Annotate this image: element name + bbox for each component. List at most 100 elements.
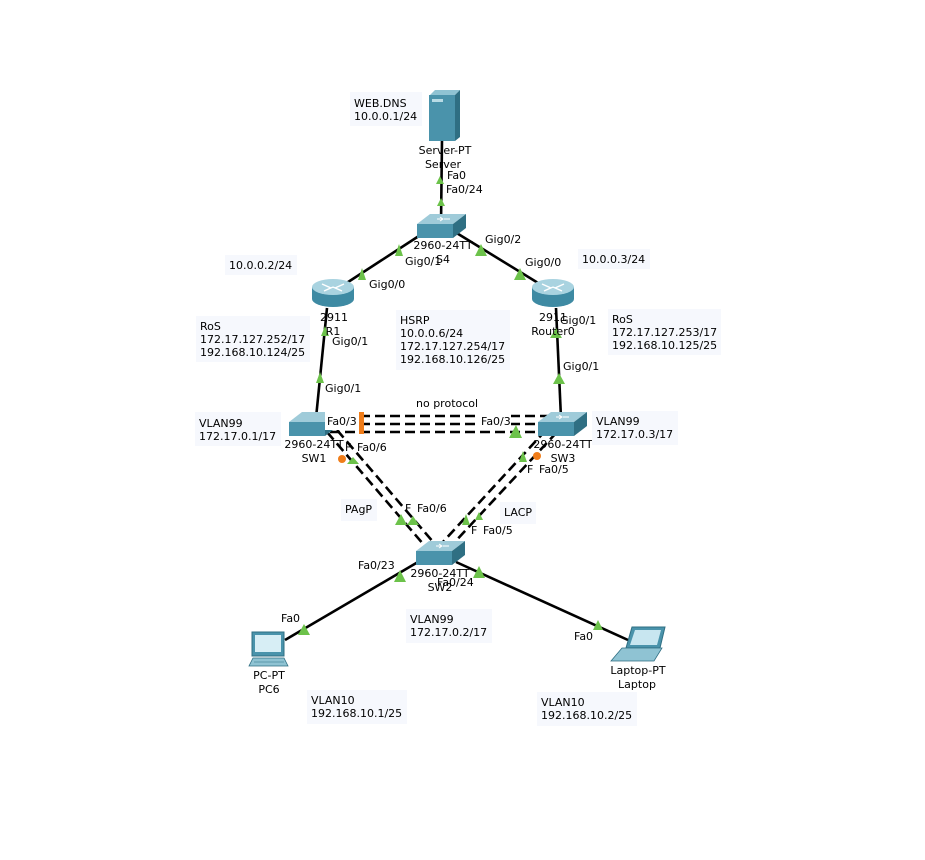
status-up-icon — [437, 198, 445, 206]
server-icon[interactable] — [429, 90, 460, 141]
link-sw3-sw2-a — [441, 429, 547, 544]
note-r0-ros: RoS 172.17.127.253/17 192.168.10.125/25 — [608, 309, 721, 355]
sw1-name-label: SW1 — [302, 452, 327, 465]
r0-model-label: 2911 — [539, 311, 567, 324]
status-up-icon — [514, 268, 526, 280]
svg-text:192.168.10.125/25: 192.168.10.125/25 — [612, 339, 717, 352]
status-up-icon — [475, 244, 487, 256]
status-up-icon — [550, 328, 562, 338]
svg-text:192.168.10.1/25: 192.168.10.1/25 — [311, 707, 402, 720]
status-up-icon — [519, 451, 527, 462]
note-r1-ros: RoS 172.17.127.252/17 192.168.10.124/25 — [196, 316, 310, 362]
switch-sw3-icon[interactable] — [538, 412, 587, 436]
note-r1-ip: 10.0.0.2/24 — [225, 255, 297, 275]
status-up-icon — [395, 244, 403, 256]
laptop-icon[interactable] — [610, 626, 666, 662]
status-up-icon — [316, 372, 324, 383]
port-label: Gig0/1 — [560, 314, 596, 327]
svg-text:172.17.0.2/17: 172.17.0.2/17 — [410, 626, 487, 639]
laptop-model-label: Laptop-PT — [610, 664, 665, 677]
note-r0-ip: 10.0.0.3/24 — [578, 249, 650, 269]
port-label: Fa0/3 — [327, 415, 357, 428]
svg-text:VLAN10: VLAN10 — [541, 696, 585, 709]
link-r1-sw1 — [314, 307, 329, 419]
status-blocked-icon — [533, 452, 541, 460]
svg-text:RoS: RoS — [200, 320, 221, 333]
port-label: F — [471, 524, 477, 537]
svg-text:172.17.127.253/17: 172.17.127.253/17 — [612, 326, 717, 339]
port-label: Gig0/1 — [405, 255, 441, 268]
sw2-model-label: 2960-24TT — [410, 567, 469, 580]
router-r1-icon[interactable] — [312, 279, 354, 307]
laptop-name-label: Laptop — [618, 678, 656, 691]
link-type-labels: no protocol PAgP LACP — [341, 394, 536, 524]
port-label: Fa0 — [281, 612, 300, 625]
svg-text:10.0.0.6/24: 10.0.0.6/24 — [400, 327, 463, 340]
svg-text:192.168.10.2/25: 192.168.10.2/25 — [541, 709, 632, 722]
port-label: Fa0 — [574, 630, 593, 643]
pc-icon[interactable] — [248, 631, 289, 667]
svg-text:192.168.10.124/25: 192.168.10.124/25 — [200, 346, 305, 359]
svg-text:172.17.0.3/17: 172.17.0.3/17 — [596, 428, 673, 441]
server-model-label: Server-PT — [419, 144, 472, 157]
no-protocol-label: no protocol — [416, 397, 478, 410]
status-up-icon — [347, 457, 359, 464]
svg-text:10.0.0.3/24: 10.0.0.3/24 — [582, 253, 645, 266]
port-label: F — [405, 502, 411, 515]
device-labels: Server-PT Server 2960-24TT S4 2911 R1 29… — [253, 144, 666, 696]
pagp-label: PAgP — [345, 503, 372, 516]
switch-s4-icon[interactable] — [417, 214, 466, 238]
r0-name-label: Router0 — [531, 325, 574, 338]
server-name-label: Server — [425, 158, 462, 171]
status-up-icon — [321, 326, 329, 336]
status-up-icon — [394, 570, 406, 582]
note-sw3-vlan: VLAN99 172.17.0.3/17 — [592, 411, 678, 445]
port-label: Fa0/24 — [446, 183, 483, 196]
status-up-icon — [298, 624, 310, 635]
router-r0-icon[interactable] — [532, 279, 574, 307]
status-up-icon — [358, 268, 366, 280]
sw3-model-label: 2960-24TT — [533, 438, 592, 451]
pc6-name-label: PC6 — [258, 683, 279, 696]
lacp-label: LACP — [504, 506, 532, 519]
svg-text:10.0.0.1/24: 10.0.0.1/24 — [354, 110, 417, 123]
status-up-icon — [473, 566, 485, 578]
status-up-icon — [395, 514, 407, 525]
status-up-icon — [475, 512, 483, 520]
status-blocked-icon — [359, 412, 364, 434]
link-status-indicators — [298, 176, 603, 635]
status-up-icon — [593, 620, 603, 630]
port-label: Fa0/5 — [483, 524, 513, 537]
svg-text:HSRP: HSRP — [400, 314, 430, 327]
port-label: Fa0/6 — [417, 502, 447, 515]
svg-text:10.0.0.2/24: 10.0.0.2/24 — [229, 259, 292, 272]
link-s4-r1 — [341, 230, 426, 288]
svg-text:VLAN99: VLAN99 — [410, 613, 454, 626]
link-sw1-sw2-a — [326, 431, 425, 546]
port-label: Fa0/24 — [437, 576, 474, 589]
link-sw3-sw2-b — [451, 431, 558, 546]
note-sw2-vlan: VLAN99 172.17.0.2/17 — [406, 609, 492, 643]
svg-text:RoS: RoS — [612, 313, 633, 326]
status-up-icon — [553, 373, 565, 384]
note-web-dns: WEB.DNS 10.0.0.1/24 — [350, 92, 422, 126]
svg-text:172.17.127.252/17: 172.17.127.252/17 — [200, 333, 305, 346]
svg-text:172.17.0.1/17: 172.17.0.1/17 — [199, 430, 276, 443]
svg-text:VLAN99: VLAN99 — [199, 417, 243, 430]
svg-text:172.17.127.254/17: 172.17.127.254/17 — [400, 340, 505, 353]
port-label: Fa0/5 — [539, 463, 569, 476]
port-label: Gig0/1 — [332, 335, 368, 348]
svg-text:WEB.DNS: WEB.DNS — [354, 97, 407, 110]
note-sw1-vlan: VLAN99 172.17.0.1/17 — [195, 412, 281, 446]
status-blocked-icon — [338, 455, 346, 463]
sw3-name-label: SW3 — [551, 452, 576, 465]
port-label: Gig0/0 — [369, 278, 405, 291]
port-label: Fa0/3 — [481, 415, 511, 428]
switch-sw2-icon[interactable] — [416, 541, 465, 565]
dashed-links — [326, 414, 560, 546]
svg-text:192.168.10.126/25: 192.168.10.126/25 — [400, 353, 505, 366]
s4-name-label: S4 — [436, 253, 450, 266]
pc6-model-label: PC-PT — [253, 669, 285, 682]
status-up-icon — [462, 514, 470, 525]
